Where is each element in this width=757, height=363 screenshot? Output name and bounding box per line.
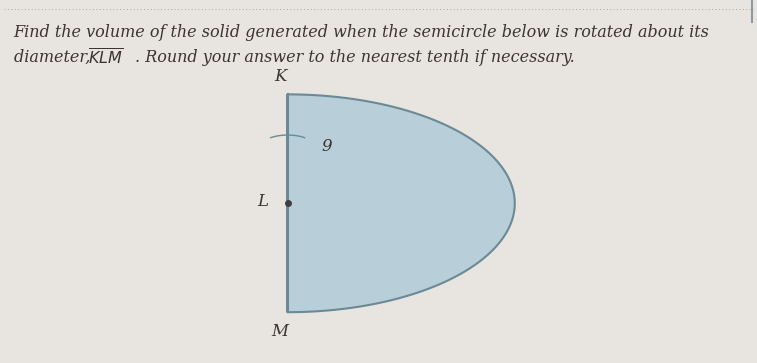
Text: diameter,: diameter, (14, 49, 95, 66)
Text: $\overline{\mathit{KLM}}$: $\overline{\mathit{KLM}}$ (88, 49, 123, 69)
Polygon shape (288, 94, 515, 312)
Text: L: L (257, 193, 269, 210)
Text: 9: 9 (322, 138, 332, 155)
Text: Find the volume of the solid generated when the semicircle below is rotated abou: Find the volume of the solid generated w… (14, 24, 709, 41)
Text: M: M (272, 323, 288, 340)
Text: K: K (274, 68, 286, 85)
Text: . Round your answer to the nearest tenth if necessary.: . Round your answer to the nearest tenth… (135, 49, 575, 66)
